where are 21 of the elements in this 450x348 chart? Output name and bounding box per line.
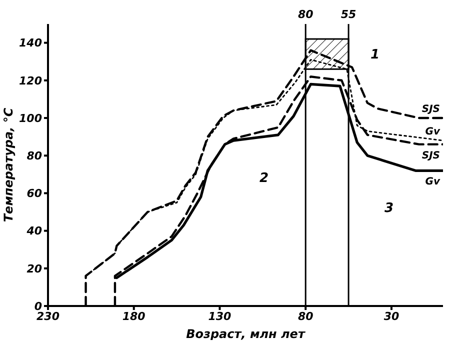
y-tick-label: 60 <box>26 187 42 200</box>
y-tick-label: 140 <box>19 36 42 50</box>
x-tick-label: 180 <box>122 310 146 323</box>
x-tick-label: 30 <box>384 310 400 323</box>
y-tick-label: 100 <box>19 112 42 125</box>
annotation: 2 <box>259 171 269 186</box>
band-label: 1 <box>370 48 380 63</box>
y-tick-label: 80 <box>26 150 42 163</box>
x-tick-label: 80 <box>298 310 314 323</box>
series-label: Gv <box>425 176 440 188</box>
annotation: 3 <box>384 201 394 216</box>
series-label: SJS <box>422 104 440 115</box>
y-tick-label: 40 <box>26 224 42 238</box>
y-tick-label: 20 <box>26 262 42 276</box>
y-axis-title: Температура, °C <box>1 108 16 222</box>
ref-line-label: 80 <box>298 8 314 21</box>
series-label: SJS <box>422 150 440 162</box>
x-tick-label: 130 <box>208 310 232 323</box>
ref-line-label: 55 <box>340 8 357 21</box>
y-tick-label: 120 <box>19 74 42 88</box>
series-label: Gv <box>425 126 440 138</box>
